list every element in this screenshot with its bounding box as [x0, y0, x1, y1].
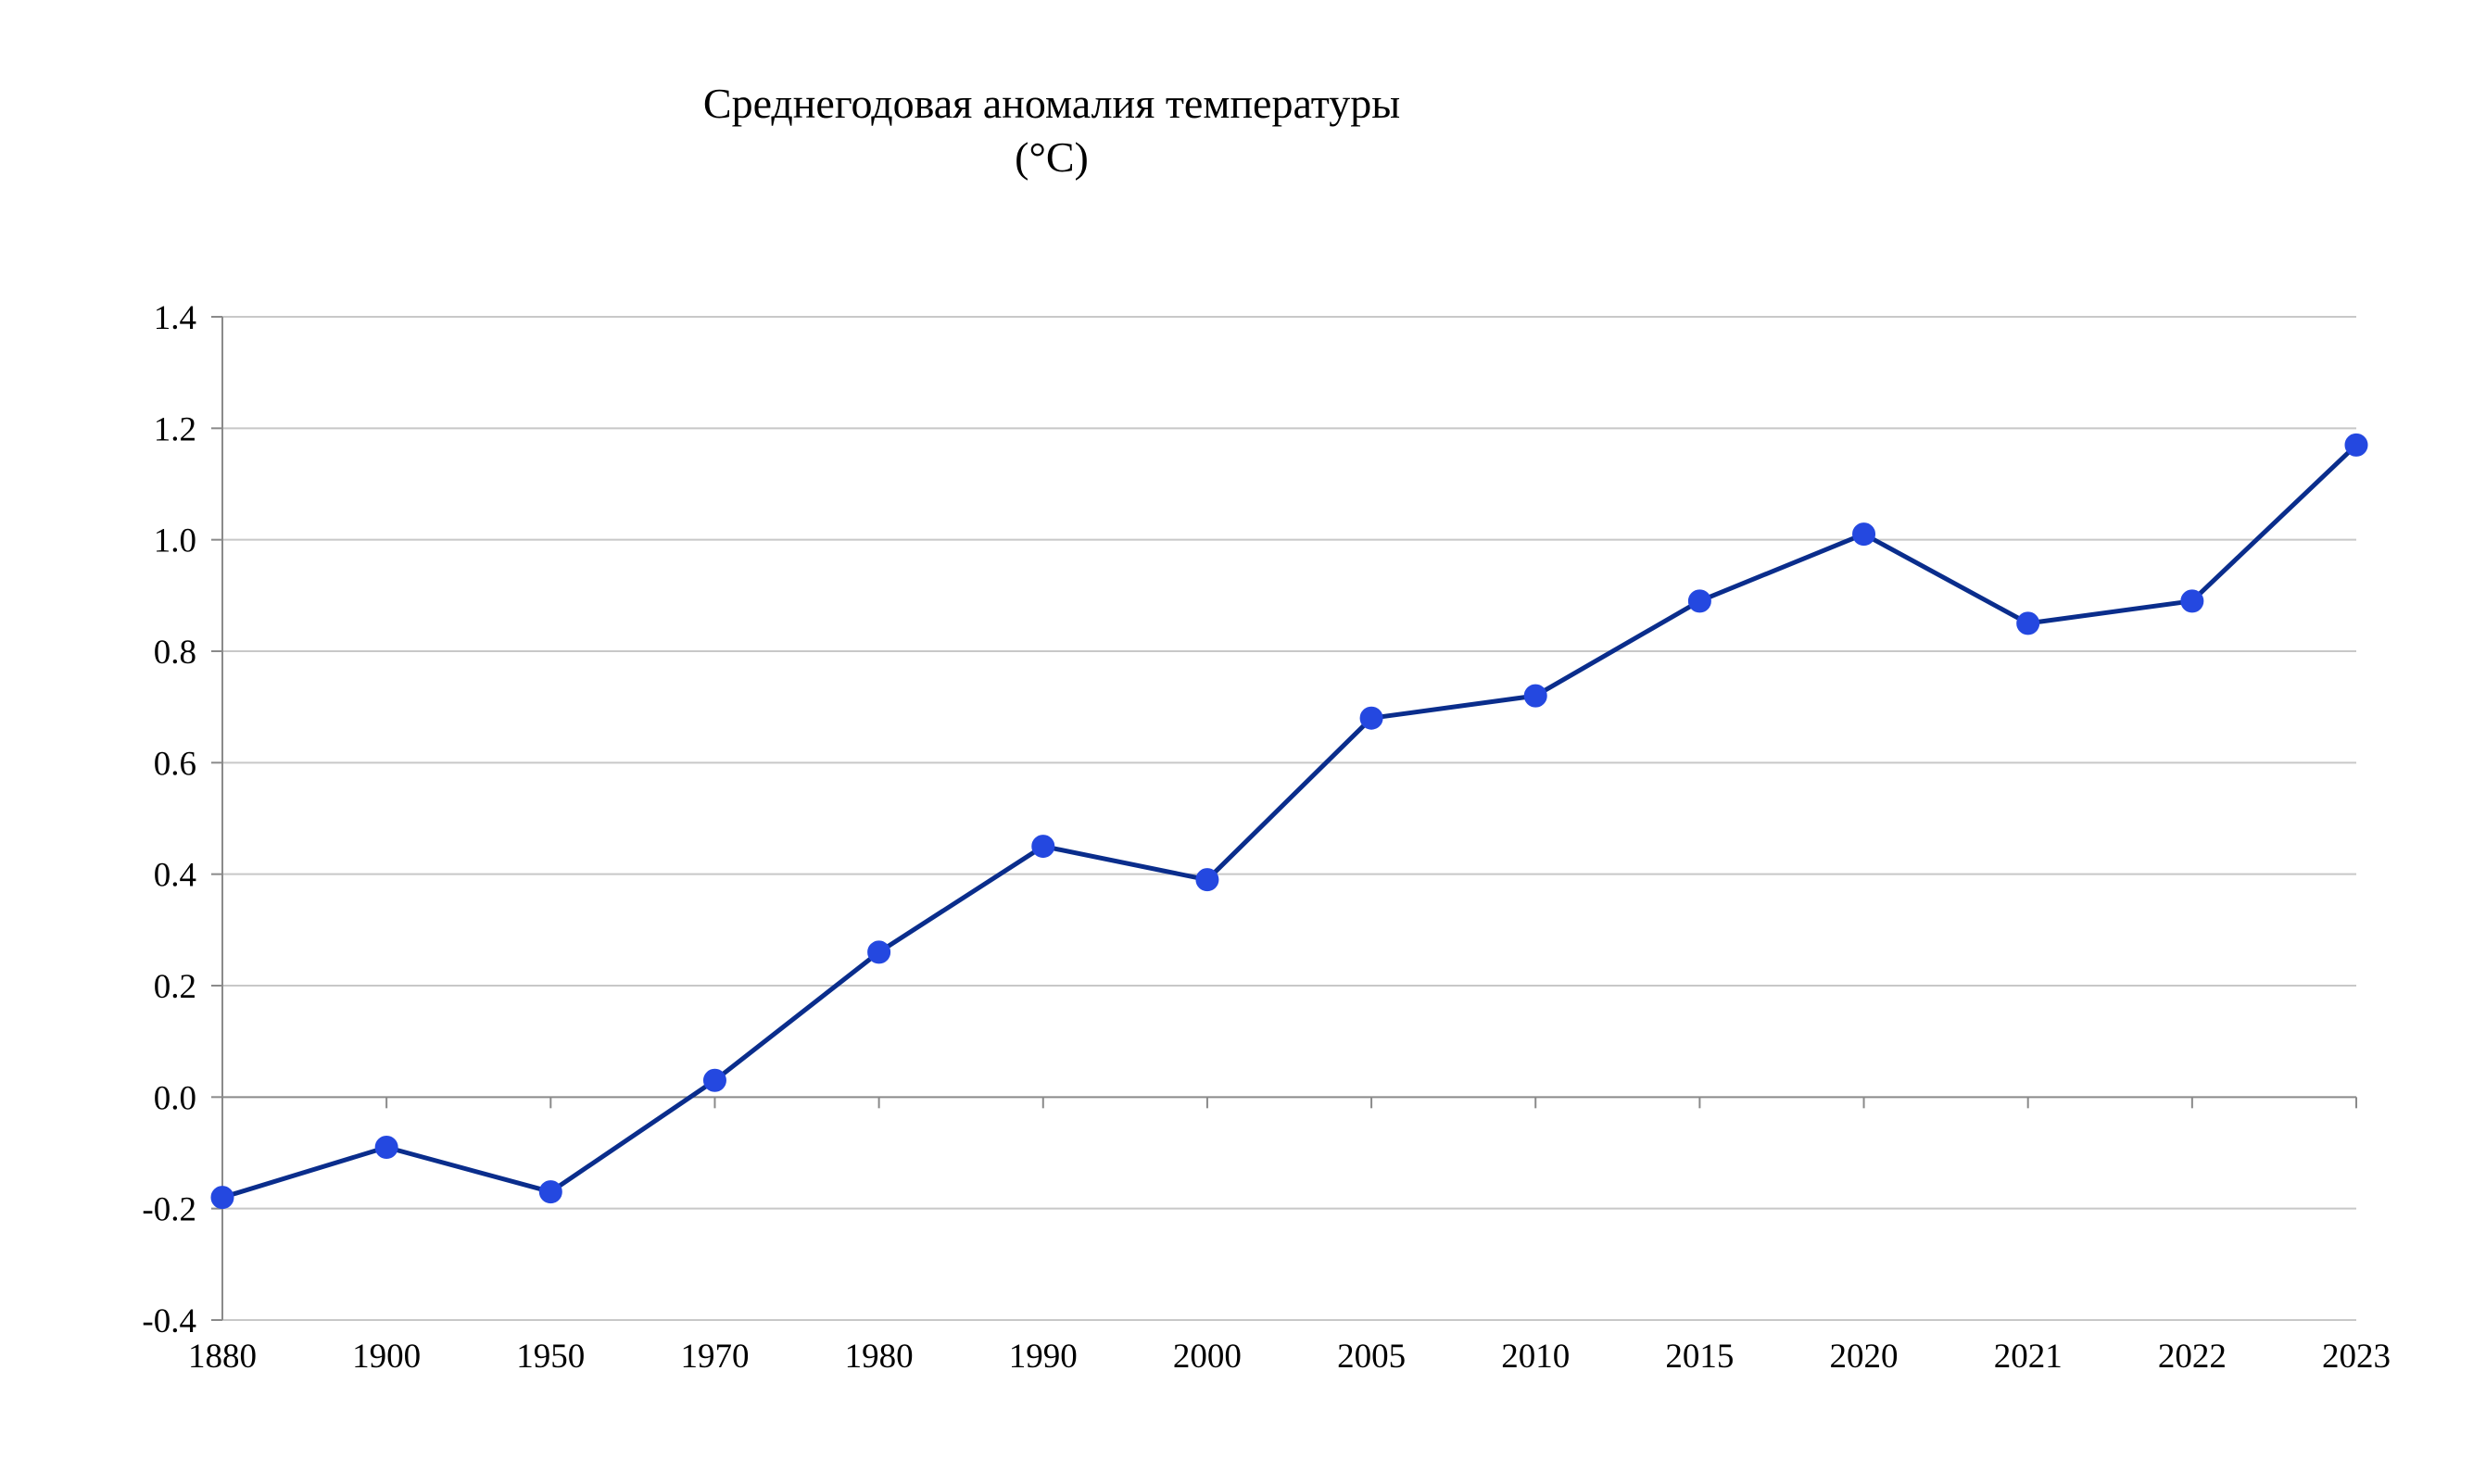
x-tick-label: 2005	[1337, 1338, 1406, 1376]
data-point-2021	[2016, 611, 2040, 635]
x-tick-label: 1990	[1009, 1338, 1078, 1376]
data-point-2015	[1687, 589, 1711, 613]
y-tick-label: 0.8	[154, 634, 196, 672]
data-point-2000	[1195, 868, 1219, 892]
y-tick-label: -0.2	[142, 1191, 196, 1229]
axes	[211, 316, 2357, 1321]
data-point-1880	[210, 1186, 234, 1210]
data-point-2023	[2344, 433, 2368, 457]
x-tick-label: 1950	[516, 1338, 585, 1376]
x-tick-label: 2022	[2158, 1338, 2227, 1376]
y-tick-label: 0.2	[154, 968, 196, 1006]
x-tick-label: 2021	[1994, 1338, 2063, 1376]
data-point-1980	[867, 940, 891, 964]
series-layer	[210, 433, 2368, 1210]
data-point-1970	[702, 1068, 726, 1092]
x-tick-label: 1970	[680, 1338, 749, 1376]
x-tick-label: 2000	[1173, 1338, 1242, 1376]
chart-title-line-2: (°C)	[1015, 133, 1089, 181]
data-point-2010	[1523, 684, 1547, 708]
chart-title-line-1: Среднегодовая аномалия температуры	[703, 80, 1400, 127]
y-tick-label: 1.2	[154, 410, 196, 448]
x-tick-label: 1900	[352, 1338, 421, 1376]
data-point-2022	[2180, 589, 2204, 613]
y-axis-tick-labels: -0.4 -0.2 0.0 0.2 0.4 0.6 0.8 1.0 1.2 1.4	[142, 299, 196, 1340]
y-tick-label: 0.0	[154, 1079, 196, 1117]
data-point-2020	[1852, 522, 1876, 547]
x-tick-label: 2020	[1830, 1338, 1899, 1376]
x-tick-label: 2010	[1501, 1338, 1570, 1376]
data-point-1950	[538, 1180, 562, 1204]
data-point-2005	[1359, 706, 1383, 730]
y-tick-label: 1.4	[154, 299, 196, 337]
data-point-1990	[1031, 835, 1055, 859]
x-tick-label: 1980	[845, 1338, 914, 1376]
y-tick-label: 1.0	[154, 522, 196, 560]
y-tick-label: 0.6	[154, 745, 196, 783]
x-tick-label: 2015	[1665, 1338, 1734, 1376]
x-tick-label: 1880	[188, 1338, 257, 1376]
y-tick-label: 0.4	[154, 857, 196, 895]
gridlines	[222, 316, 2356, 1321]
x-axis-tick-labels: 1880 1900 1950 1970 1980 1990 2000 2005 2010 2015…	[188, 1338, 2391, 1376]
data-point-1900	[374, 1135, 398, 1159]
series-line	[220, 442, 2359, 1201]
x-tick-label: 2023	[2322, 1338, 2391, 1376]
y-tick-label: -0.4	[142, 1302, 196, 1340]
